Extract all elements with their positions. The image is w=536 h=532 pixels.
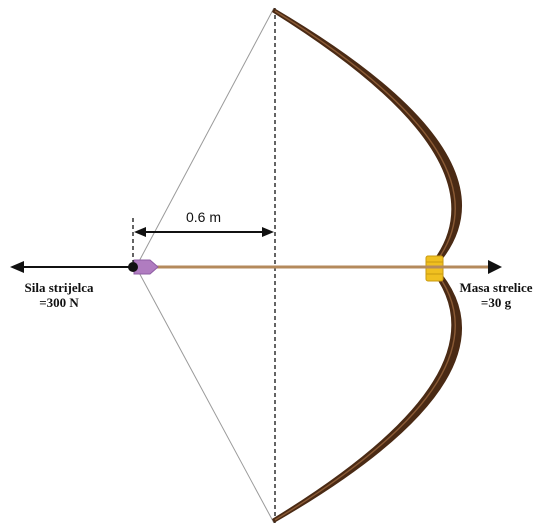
- bow-string-upper: [135, 7, 275, 268]
- mass-label-line2: =30 g: [481, 295, 512, 310]
- force-label-line1: Sila strijelca: [25, 280, 94, 295]
- bow-string-lower: [135, 266, 275, 524]
- arrow-left-icon: [10, 261, 24, 273]
- force-label-line2: =300 N: [39, 295, 79, 310]
- dot-icon: [128, 262, 138, 272]
- dimension-arrowhead-right: [262, 227, 274, 237]
- arrow-right-icon: [488, 260, 502, 274]
- distance-label: 0.6 m: [186, 209, 221, 225]
- mass-label-line1: Masa strelice: [459, 280, 532, 295]
- dimension-arrowhead-left: [134, 227, 146, 237]
